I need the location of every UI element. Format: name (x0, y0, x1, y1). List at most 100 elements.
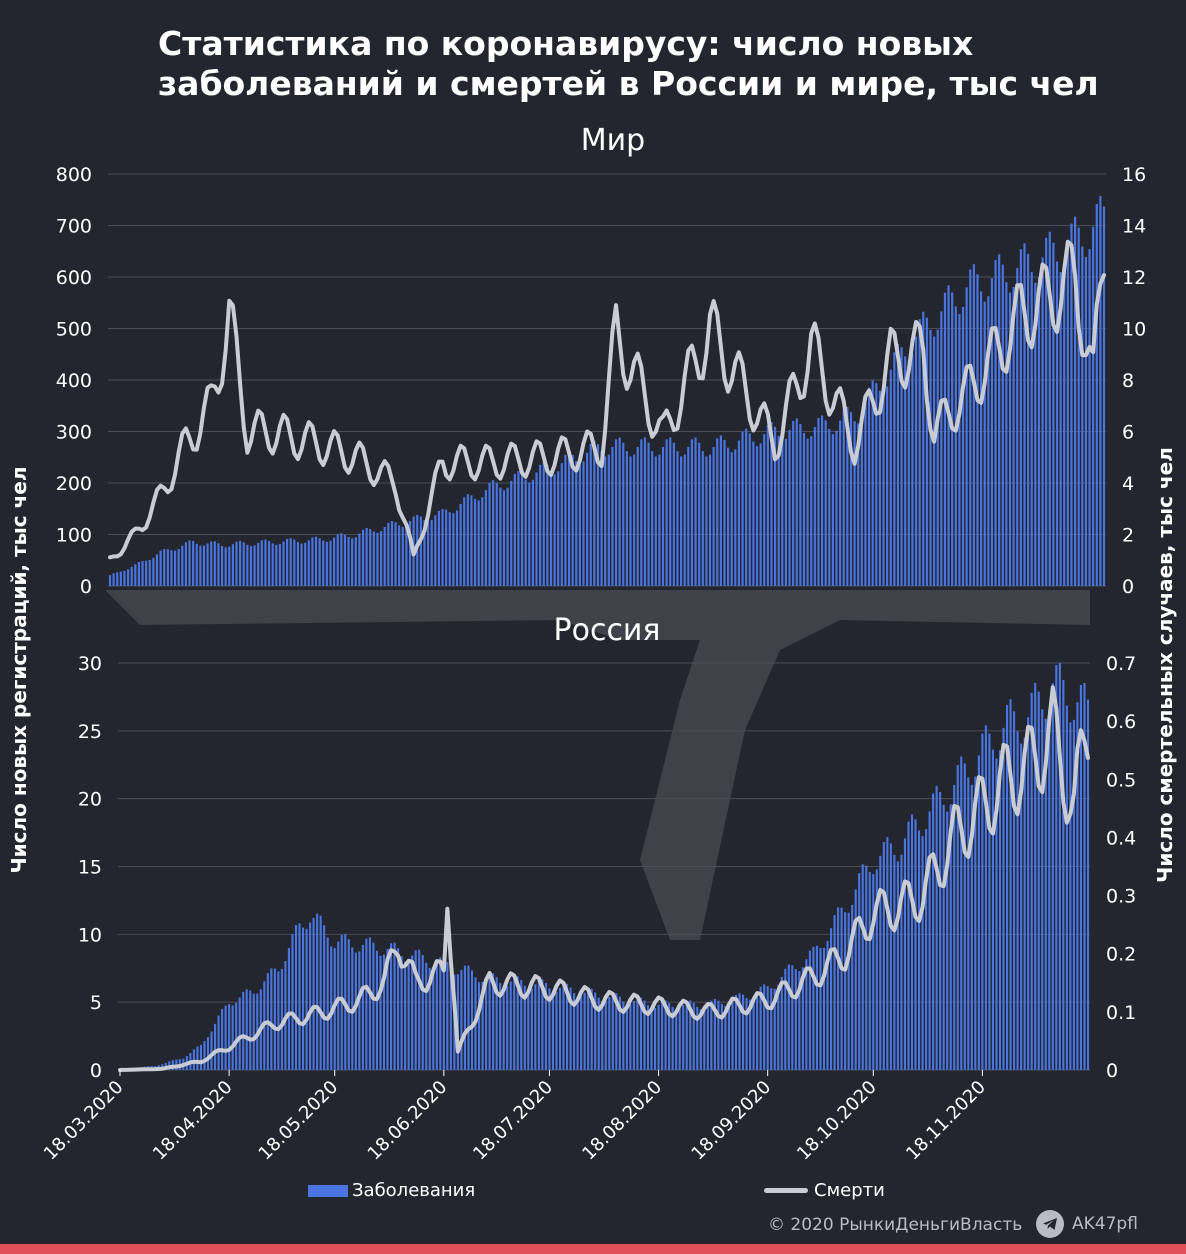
world-deaths-line (108, 239, 1106, 560)
world-cases-bar (419, 516, 422, 586)
world-cases-bar (437, 510, 441, 586)
russia-cases-bar (805, 959, 808, 1070)
russia-cases-bar (629, 1004, 632, 1070)
russia-cases-bar (488, 974, 491, 1070)
legend-deaths-swatch (764, 1188, 808, 1193)
world-cases-bar (213, 541, 216, 586)
world-cases-bar (293, 539, 296, 586)
russia-cases-bar (854, 889, 857, 1070)
russia-cases-bar (368, 937, 371, 1070)
russia-cases-bar (551, 992, 555, 1070)
world-cases-bar (896, 343, 900, 586)
world-cases-bar (224, 547, 227, 586)
russia-cases-bar (615, 993, 618, 1070)
world-y-right-tick-label: 16 (1122, 164, 1146, 186)
russia-cases-bar (636, 997, 639, 1070)
world-cases-bar (929, 329, 932, 586)
world-cases-bar (249, 546, 253, 586)
world-cases-bar (954, 306, 957, 586)
russia-cases-bar (1034, 682, 1037, 1070)
world-cases-bar (369, 529, 372, 586)
world-cases-bar (539, 464, 542, 586)
russia-cases-bar (375, 950, 379, 1070)
russia-cases-bar (323, 925, 326, 1070)
russia-cases-bar (1065, 705, 1068, 1070)
russia-cases-bar (224, 1005, 227, 1070)
world-cases-bar (448, 512, 451, 586)
russia-cases-bar (446, 962, 449, 1070)
russia-cases-bar (238, 997, 241, 1070)
world-cases-bar (502, 490, 506, 586)
world-cases-bar (940, 311, 943, 586)
world-cases-bar (983, 301, 986, 586)
russia-y-right-tick-label: 0.3 (1106, 886, 1136, 908)
footer-channel[interactable]: AK47pfl (1036, 1210, 1138, 1238)
world-cases-bar (969, 269, 972, 586)
russia-cases-bar (858, 873, 861, 1070)
world-cases-bar (445, 509, 448, 586)
world-cases-bar (423, 519, 426, 586)
world-cases-bar (192, 540, 195, 586)
russia-cases-bar (1069, 722, 1072, 1070)
russia-cases-bar (1009, 699, 1012, 1070)
world-cases-bar (734, 449, 737, 586)
russia-cases-bar (590, 988, 593, 1070)
world-cases-bar (1099, 195, 1102, 586)
world-cases-bar (506, 487, 509, 586)
world-cases-bar (235, 541, 238, 586)
world-cases-bar (990, 278, 994, 586)
russia-x-tick-label: 18.09.2020 (687, 1077, 775, 1165)
russia-cases-bar (668, 1002, 671, 1070)
world-cases-bar (748, 433, 751, 586)
russia-cases-bar (291, 934, 294, 1070)
russia-cases-bar (819, 947, 822, 1070)
world-cases-bar (698, 442, 701, 586)
russia-cases-bar (382, 954, 386, 1070)
russia-y-right-tick-label: 0.5 (1106, 769, 1136, 791)
russia-cases-bar (893, 854, 896, 1070)
russia-y-left-tick-label: 10 (78, 924, 102, 946)
russia-cases-bar (273, 968, 276, 1070)
russia-cases-bar (759, 986, 762, 1070)
world-cases-bar (766, 424, 769, 586)
world-cases-bar (951, 292, 954, 586)
world-cases-bar (965, 287, 968, 586)
russia-cases-bar (706, 1004, 709, 1070)
russia-cases-bar (1020, 743, 1023, 1070)
russia-cases-bar (886, 837, 889, 1070)
world-cases-bar (134, 564, 137, 586)
world-cases-bar (567, 451, 571, 586)
world-cases-bar (987, 296, 990, 586)
russia-cases-bar (710, 1000, 713, 1070)
russia-cases-bar (1027, 717, 1030, 1070)
russia-y-left-tick-label: 30 (78, 653, 102, 675)
russia-cases-bar (298, 923, 301, 1070)
russia-cases-bar (252, 993, 255, 1070)
russia-cases-bar (770, 988, 773, 1070)
world-chart-subtitle: Мир (581, 123, 645, 158)
world-cases-bar (835, 430, 838, 586)
russia-cases-bar (309, 922, 312, 1070)
world-cases-bar (593, 440, 596, 586)
russia-cases-bar (1023, 737, 1026, 1070)
world-cases-bar (242, 542, 245, 586)
russia-cases-bar (544, 982, 547, 1070)
world-y-right-tick-label: 12 (1122, 267, 1146, 289)
world-cases-bar (1008, 292, 1012, 586)
russia-cases-bar (1002, 727, 1005, 1070)
russia-cases-bar (900, 854, 903, 1070)
russia-cases-bar (942, 804, 945, 1070)
russia-cases-bar (608, 997, 611, 1070)
world-cases-bar (629, 456, 632, 586)
russia-cases-bar (784, 968, 787, 1070)
russia-cases-bar (485, 977, 488, 1070)
world-cases-bar (520, 473, 524, 586)
world-cases-bar (383, 527, 386, 586)
legend-cases-swatch (308, 1184, 348, 1197)
russia-cases-bar (537, 980, 540, 1070)
russia-y-right-tick-label: 0.6 (1106, 711, 1136, 733)
russia-cases-bar (527, 989, 530, 1070)
world-cases-bar (137, 562, 140, 586)
russia-y-left-tick-label: 20 (78, 789, 102, 811)
world-cases-bar (365, 527, 368, 586)
